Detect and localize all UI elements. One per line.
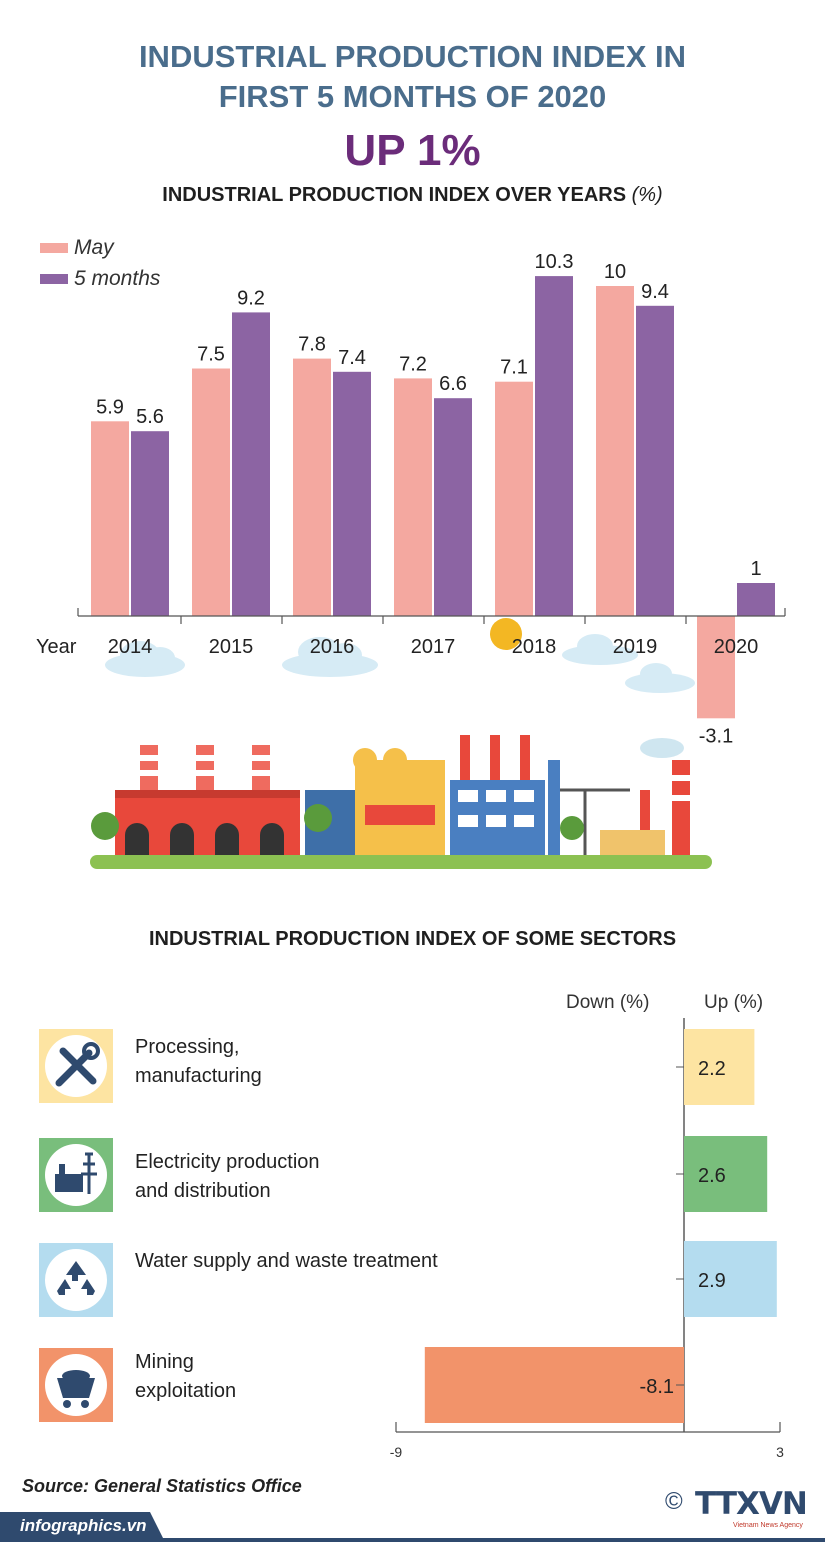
down-header: Down (%) bbox=[566, 992, 650, 1013]
bar-5months-2020 bbox=[737, 583, 775, 616]
x-axis-label: Year bbox=[36, 636, 77, 658]
copyright-mark: © bbox=[665, 1488, 683, 1515]
legend-5months-swatch bbox=[40, 274, 68, 285]
title-line-1: INDUSTRIAL PRODUCTION INDEX IN bbox=[138, 39, 687, 74]
sector-value-label: 2.6 bbox=[698, 1165, 726, 1187]
tools-icon bbox=[39, 1029, 113, 1103]
source-note: Source: General Statistics Office bbox=[22, 1476, 302, 1496]
power-plant-icon bbox=[39, 1138, 113, 1212]
logo-text: TTXVN bbox=[695, 1486, 808, 1522]
bar-value-label: 9.4 bbox=[641, 281, 669, 303]
chart1-unit: (%) bbox=[631, 184, 663, 206]
site-label: infographics.vn bbox=[20, 1516, 147, 1535]
x-tick-label: 2014 bbox=[108, 636, 153, 658]
sector-value-label: 2.2 bbox=[698, 1058, 726, 1080]
bar-value-label: 9.2 bbox=[237, 287, 265, 309]
bar-value-label: 7.8 bbox=[298, 334, 326, 356]
x-ticks: 2014 2015 2016 2017 2018 2019 2020 bbox=[77, 608, 786, 658]
logo-subtext: Vietnam News Agency bbox=[733, 1522, 803, 1529]
x-tick-label: 2016 bbox=[310, 636, 355, 658]
x-tick-label: 3 bbox=[776, 1444, 784, 1460]
sectors-title: INDUSTRIAL PRODUCTION INDEX OF SOME SECT… bbox=[148, 928, 677, 950]
cloud-icon bbox=[282, 637, 378, 677]
cloud-icon bbox=[105, 641, 185, 677]
x-tick-label: 2019 bbox=[613, 636, 658, 658]
bar-may-2020 bbox=[697, 616, 735, 719]
bar-5months-2014 bbox=[131, 431, 169, 616]
sector-value-label: 2.9 bbox=[698, 1270, 726, 1292]
footer-band bbox=[0, 1512, 825, 1542]
legend-5months-label: 5 months bbox=[74, 267, 161, 290]
bar-5months-2017 bbox=[434, 398, 472, 616]
bar-may-2016 bbox=[293, 358, 331, 616]
sector-label-line: Processing, bbox=[135, 1036, 240, 1058]
x-tick-label: -9 bbox=[390, 1444, 403, 1460]
year-chart: 5.9 5.6 7.5 9.2 7.8 7.4 7.2 6.6 7.1 10.3 10 9.4 -3.1… bbox=[36, 251, 786, 869]
bar-5months-2018 bbox=[535, 276, 573, 616]
bar-value-label: 7.4 bbox=[338, 347, 366, 369]
bar-5months-2019 bbox=[636, 305, 674, 616]
sector-bar bbox=[684, 1136, 768, 1212]
sector-label-mining: Mining exploitation bbox=[135, 1348, 236, 1406]
chart1-title-text: INDUSTRIAL PRODUCTION INDEX OVER YEARS bbox=[162, 184, 627, 206]
sector-label-line: Water supply and waste treatment bbox=[135, 1250, 438, 1272]
sun-icon bbox=[490, 618, 522, 650]
legend-5months: 5 months bbox=[40, 267, 160, 291]
bar-value-label: 7.1 bbox=[500, 357, 528, 379]
sector-label-line: exploitation bbox=[135, 1380, 237, 1402]
x-tick-label: 2015 bbox=[209, 636, 254, 658]
bar-value-label: 5.6 bbox=[136, 406, 164, 428]
legend-may: May bbox=[40, 236, 114, 260]
bar-value-label: 10 bbox=[604, 261, 626, 283]
sector-bar bbox=[684, 1029, 755, 1105]
sector-label-line: Mining bbox=[135, 1351, 194, 1373]
bar-value-label: 5.9 bbox=[96, 396, 124, 418]
bar-5months-2015 bbox=[232, 312, 270, 616]
ttxvn-logo: © TTXVN Vietnam News Agency bbox=[665, 1486, 815, 1534]
sector-value-label: -8.1 bbox=[640, 1376, 674, 1398]
bar-value-label: 1 bbox=[750, 558, 761, 580]
mine-cart-icon bbox=[39, 1348, 113, 1422]
sector-bar bbox=[424, 1347, 684, 1423]
sector-label-processing: Processing, manufacturing bbox=[135, 1033, 262, 1091]
chart1-title: INDUSTRIAL PRODUCTION INDEX OVER YEARS (… bbox=[0, 184, 825, 207]
sector-label-line: Electricity production bbox=[135, 1151, 320, 1173]
bar-may-2017 bbox=[394, 378, 432, 616]
x-tick-label: 2020 bbox=[714, 636, 759, 658]
bar-value-label: 7.2 bbox=[399, 353, 427, 375]
legend-may-label: May bbox=[74, 236, 114, 259]
sector-label-line: and distribution bbox=[135, 1180, 271, 1202]
bars-layer: 5.9 5.6 7.5 9.2 7.8 7.4 7.2 6.6 7.1 10.3 10 9.4 -3.1… bbox=[91, 251, 775, 747]
factory-illustration-icon bbox=[90, 735, 712, 869]
bar-may-2018 bbox=[495, 381, 533, 616]
bar-value-label: 6.6 bbox=[439, 373, 467, 395]
bar-may-2014 bbox=[91, 421, 129, 616]
sector-bars-layer: 2.2 2.6 2.9 -8.1 -9 3 bbox=[390, 1018, 784, 1460]
sector-label-electricity: Electricity production and distribution bbox=[135, 1148, 320, 1206]
x-tick-label: 2017 bbox=[411, 636, 456, 658]
x-tick-label: 2018 bbox=[512, 636, 557, 658]
sector-label-line: manufacturing bbox=[135, 1065, 262, 1087]
bar-value-label: 7.5 bbox=[197, 344, 225, 366]
bar-may-2015 bbox=[192, 368, 230, 616]
up-header: Up (%) bbox=[704, 992, 764, 1013]
cloud-icon bbox=[625, 663, 695, 693]
bar-may-2019 bbox=[596, 286, 634, 616]
bar-value-label: -3.1 bbox=[699, 725, 733, 747]
recycle-icon bbox=[39, 1243, 113, 1317]
title-line-2: FIRST 5 MONTHS OF 2020 bbox=[218, 79, 607, 114]
cloud-icon bbox=[562, 634, 638, 665]
bar-5months-2016 bbox=[333, 371, 371, 616]
sector-bar bbox=[684, 1241, 777, 1317]
headline: UP 1% bbox=[344, 126, 481, 175]
bar-value-label: 10.3 bbox=[535, 251, 574, 273]
sector-label-water: Water supply and waste treatment bbox=[135, 1247, 438, 1276]
legend-may-swatch bbox=[40, 243, 68, 254]
